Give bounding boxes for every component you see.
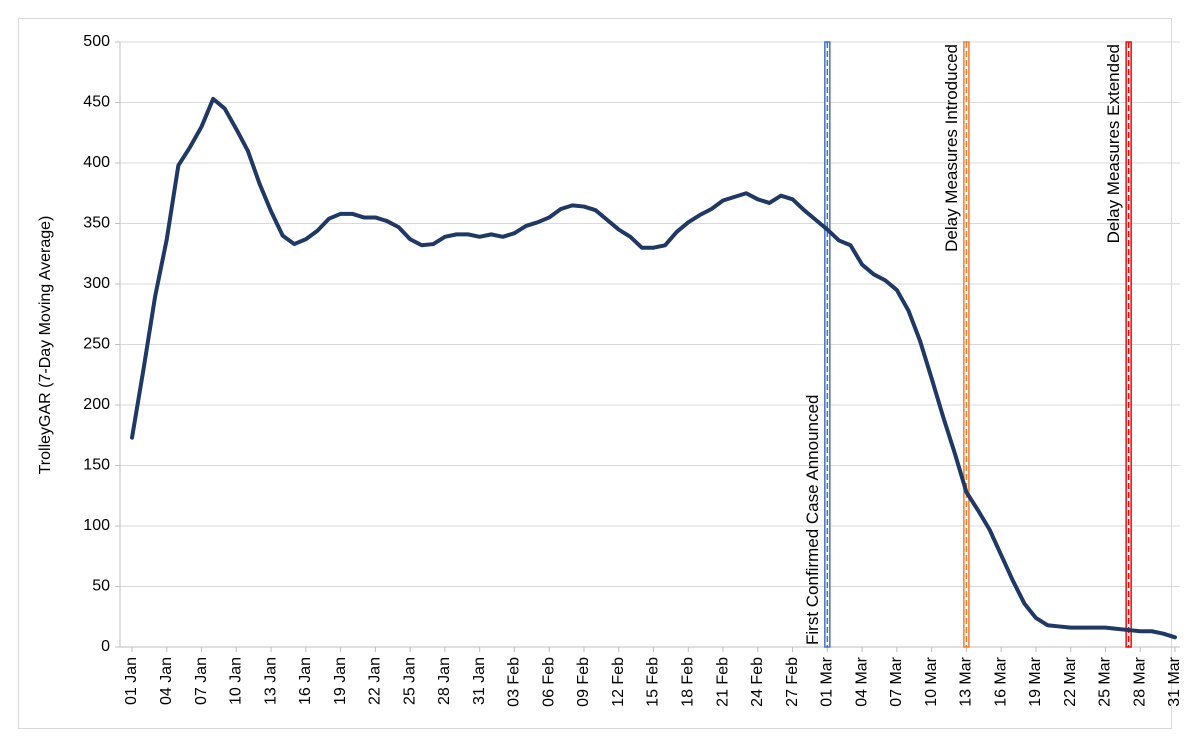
chart-border — [18, 18, 1172, 729]
y-tick-label: 350 — [83, 215, 110, 232]
x-tick-label: 19 Jan — [332, 657, 349, 705]
x-tick-label: 10 Mar — [923, 656, 940, 706]
x-tick-label: 24 Feb — [749, 657, 766, 707]
x-tick-label: 03 Feb — [506, 657, 523, 707]
x-tick-label: 28 Mar — [1131, 656, 1148, 706]
x-tick-label: 22 Mar — [1062, 656, 1079, 706]
y-tick-label: 200 — [83, 396, 110, 413]
annotation-text: Delay Measures Introduced — [942, 44, 961, 252]
annotation-text: First Confirmed Case Announced — [803, 395, 822, 645]
y-tick-label: 400 — [83, 154, 110, 171]
annotation-text: Delay Measures Extended — [1104, 44, 1123, 243]
y-tick-label: 0 — [101, 638, 110, 655]
x-tick-label: 16 Mar — [992, 656, 1009, 706]
x-tick-label: 10 Jan — [228, 657, 245, 705]
x-tick-label: 12 Feb — [610, 657, 627, 707]
y-tick-label: 150 — [83, 457, 110, 474]
x-tick-label: 06 Feb — [540, 657, 557, 707]
x-tick-label: 21 Feb — [714, 657, 731, 707]
x-tick-label: 27 Feb — [784, 657, 801, 707]
x-tick-label: 18 Feb — [679, 657, 696, 707]
y-tick-label: 500 — [83, 33, 110, 50]
y-axis-label: TrolleyGAR (7-Day Moving Average) — [37, 216, 54, 475]
y-tick-label: 100 — [83, 517, 110, 534]
x-tick-label: 25 Mar — [1097, 656, 1114, 706]
x-tick-label: 04 Mar — [853, 656, 870, 706]
x-tick-label: 09 Feb — [575, 657, 592, 707]
data-line — [130, 96, 1177, 640]
x-tick-label: 01 Jan — [123, 657, 140, 705]
y-tick-label: 250 — [83, 336, 110, 353]
x-tick-label: 19 Mar — [1027, 656, 1044, 706]
x-tick-label: 07 Jan — [193, 657, 210, 705]
y-tick-label: 50 — [92, 578, 110, 595]
x-tick-label: 28 Jan — [436, 657, 453, 705]
x-tick-label: 07 Mar — [888, 656, 905, 706]
x-tick-label: 04 Jan — [158, 657, 175, 705]
x-tick-label: 01 Mar — [819, 656, 836, 706]
x-tick-label: 22 Jan — [367, 657, 384, 705]
y-tick-label: 450 — [83, 94, 110, 111]
x-tick-label: 13 Mar — [958, 656, 975, 706]
x-tick-label: 13 Jan — [262, 657, 279, 705]
y-tick-label: 300 — [83, 275, 110, 292]
x-tick-label: 15 Feb — [645, 657, 662, 707]
x-tick-label: 16 Jan — [297, 657, 314, 705]
x-tick-label: 31 Mar — [1166, 656, 1183, 706]
x-tick-label: 25 Jan — [401, 657, 418, 705]
x-tick-label: 31 Jan — [471, 657, 488, 705]
